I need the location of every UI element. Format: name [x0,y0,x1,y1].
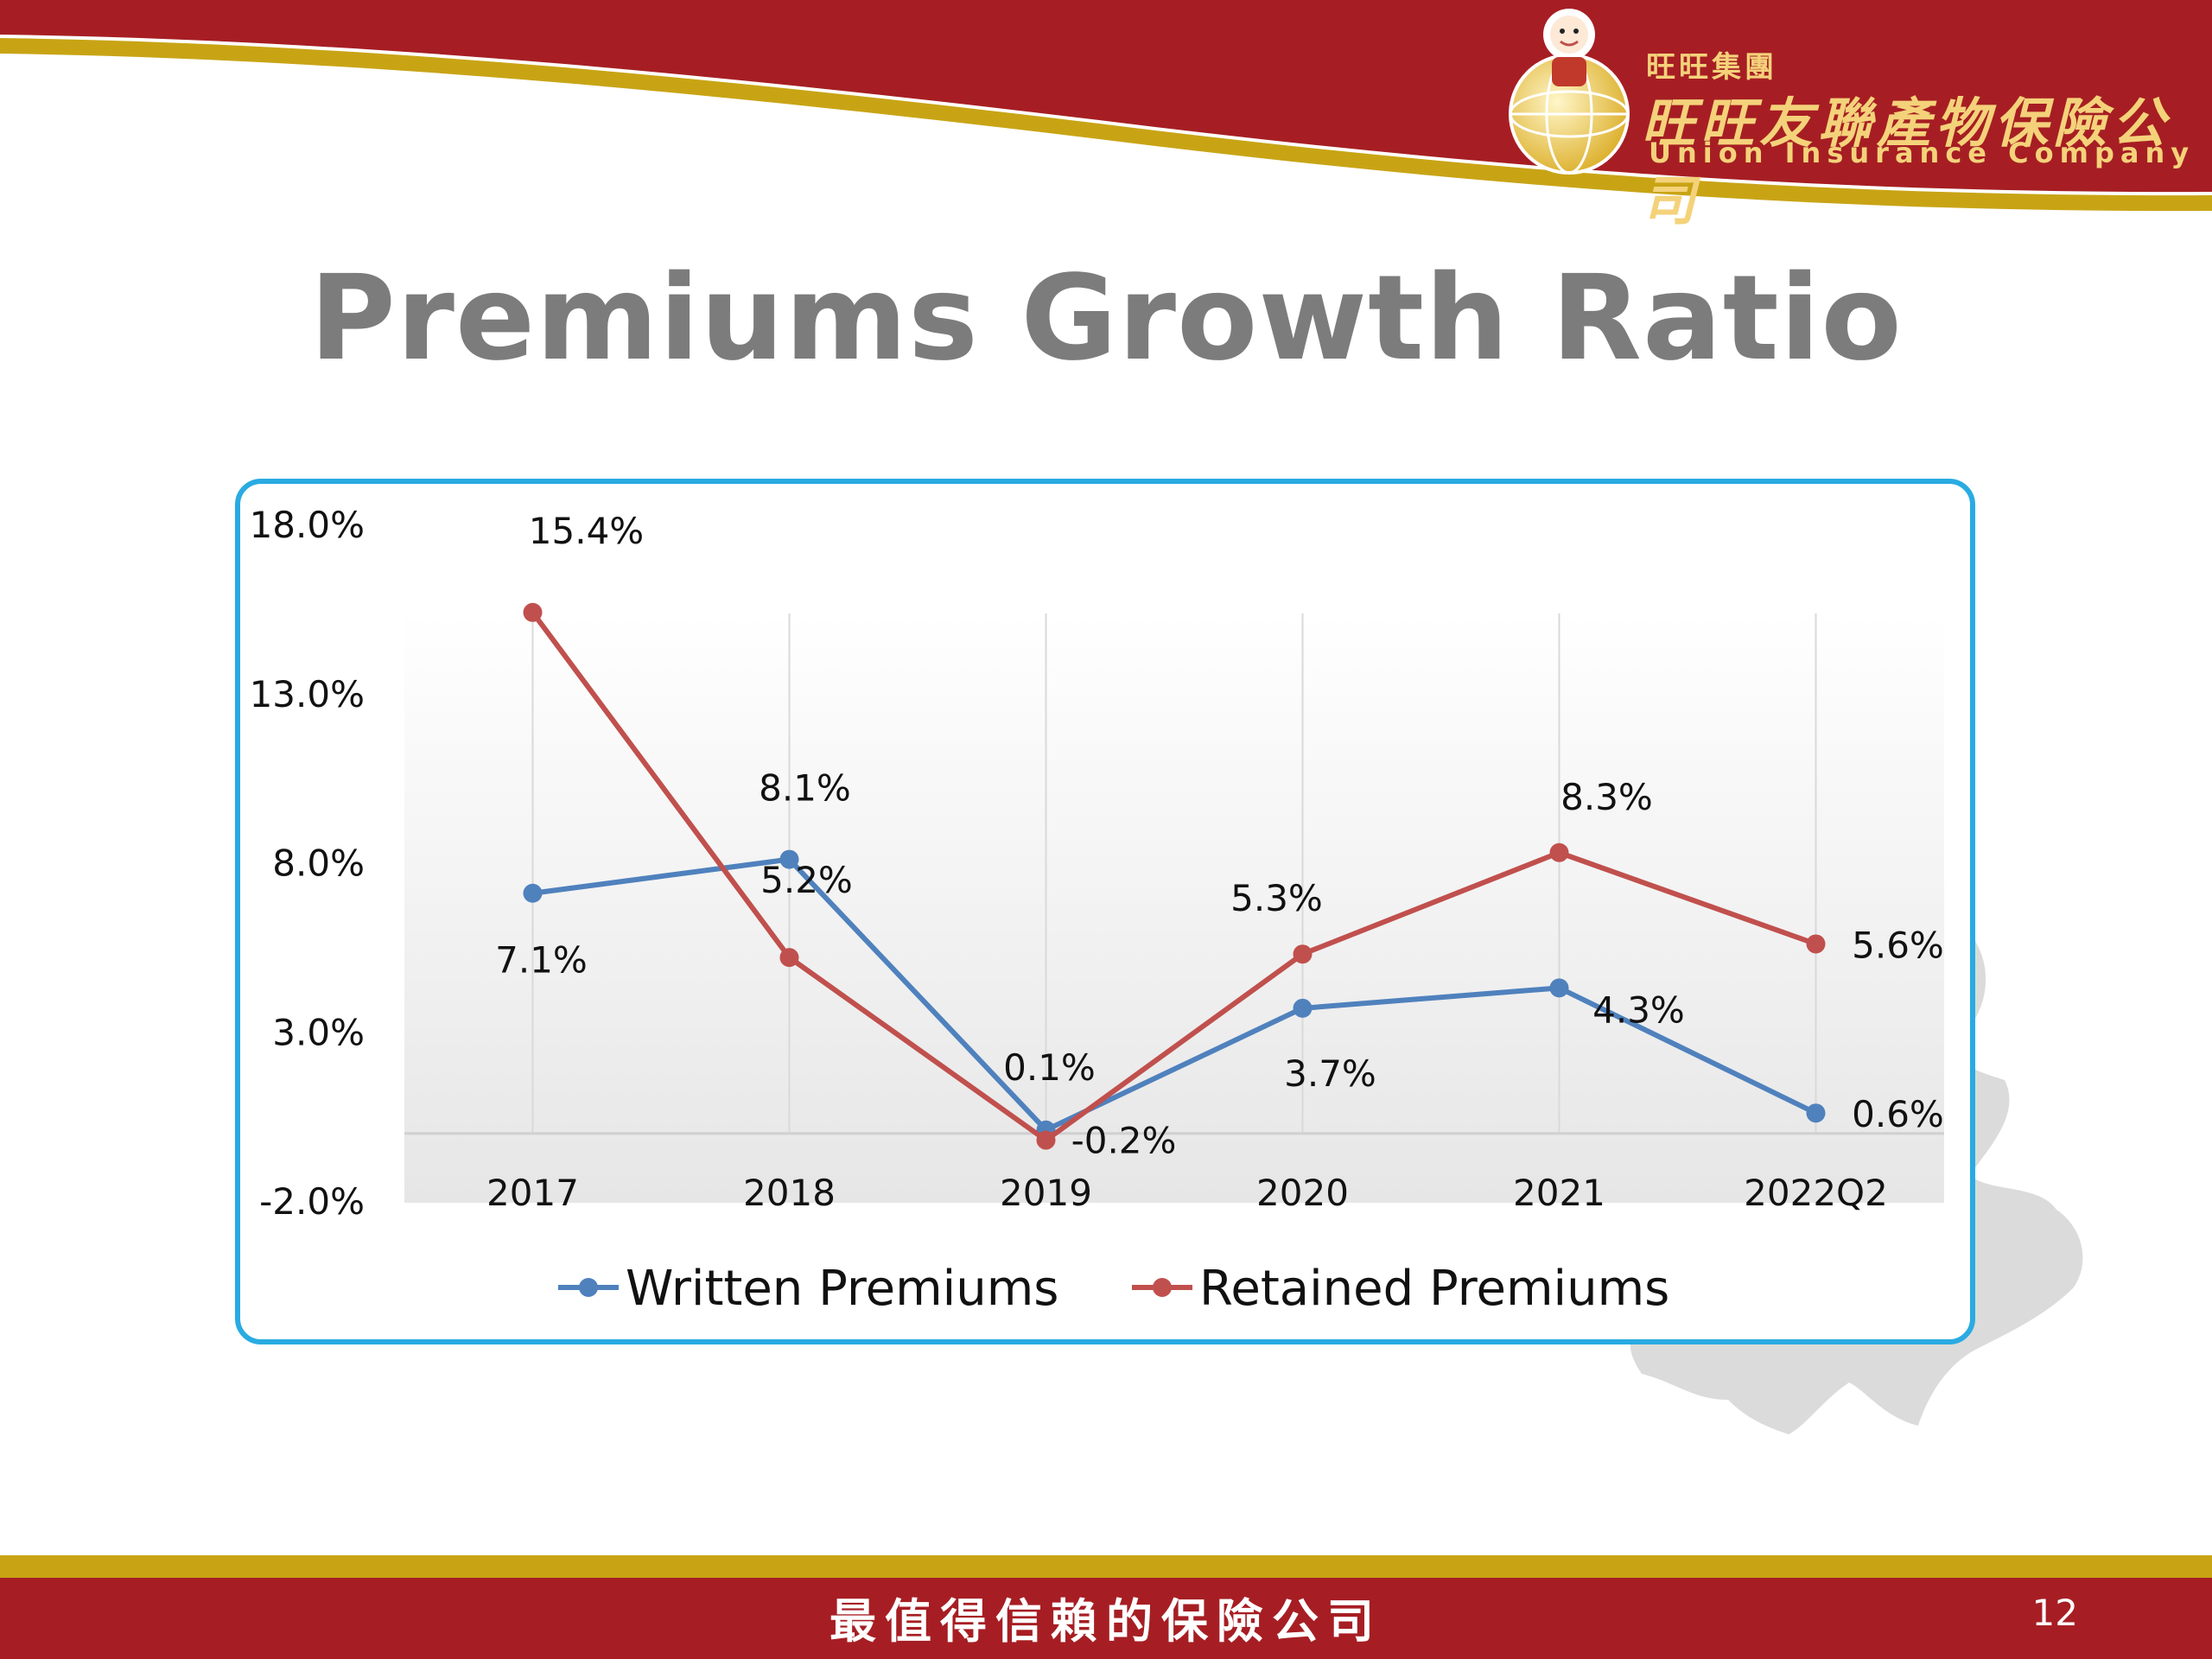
legend-label: Retained Premiums [1199,1261,1669,1317]
data-point [523,602,543,622]
data-point [1806,934,1826,954]
data-label: 5.2% [760,859,853,901]
x-tick-label: 2021 [1513,1172,1605,1214]
page-number: 12 [2031,1592,2078,1634]
y-tick-label: 13.0% [250,673,365,715]
data-label: 0.6% [1852,1093,1944,1135]
legend: Written Premiums Retained Premiums [558,1261,1669,1317]
data-point [1293,944,1313,964]
data-point [1549,842,1569,862]
y-tick-label: 18.0% [250,504,365,546]
logo-group-name: 旺旺集團 [1646,50,1777,85]
x-tick-label: 2019 [1000,1172,1092,1214]
footer-slogan: 最值得信賴的保險公司 [830,1594,1382,1649]
data-label: -0.2% [1071,1120,1177,1162]
plot-area [404,610,1944,1203]
legend-label: Written Premiums [626,1261,1058,1317]
data-label: 0.1% [1003,1046,1096,1089]
x-tick-label: 2022Q2 [1744,1172,1888,1214]
x-tick-label: 2020 [1256,1172,1349,1214]
y-axis-ticks: 18.0% 13.0% 8.0% 3.0% -2.0% [250,504,365,1223]
data-label: 8.3% [1560,776,1653,818]
data-label: 5.6% [1852,924,1944,966]
footer-band [0,1555,2212,1659]
data-point [1806,1103,1826,1123]
x-tick-label: 2017 [486,1172,579,1214]
legend-marker [579,1278,598,1297]
header-band [0,0,2212,232]
data-point [523,883,543,903]
data-point [779,948,799,968]
grid-layer [404,613,1944,1135]
series-line-2 [531,610,1817,1143]
data-label: 4.3% [1592,988,1685,1031]
data-label: 3.7% [1284,1052,1376,1095]
x-tick-label: 2018 [743,1172,836,1214]
data-point [1549,978,1569,998]
union-globe-logo [1509,9,1630,175]
data-point [1036,1130,1056,1150]
y-tick-label: 3.0% [272,1011,365,1053]
legend-marker [1153,1278,1172,1297]
y-tick-label: 8.0% [272,842,365,885]
data-labels: 7.1% 8.1% 0.1% 3.7% 4.3% 0.6% 15.4% 5.2% -0.2% 5.… [495,510,1944,1162]
data-label: 8.1% [759,767,851,810]
data-label: 15.4% [529,510,644,552]
logo-company-english: Union Insurance Company [1649,137,2196,169]
slide-title: Premiums Growth Ratio [309,251,1903,387]
series-line-1 [532,856,1817,1133]
data-point [779,849,799,869]
series-layer [523,602,1826,1150]
data-label: 5.3% [1230,877,1323,919]
data-point [1293,998,1313,1018]
y-tick-label: -2.0% [259,1180,365,1223]
x-axis-ticks: 2017 2018 2019 2020 2021 2022Q2 [486,1172,1888,1214]
data-label: 7.1% [495,939,588,982]
logo-company-chinese: 旺旺友聯產物保險公司 [1642,92,2171,232]
